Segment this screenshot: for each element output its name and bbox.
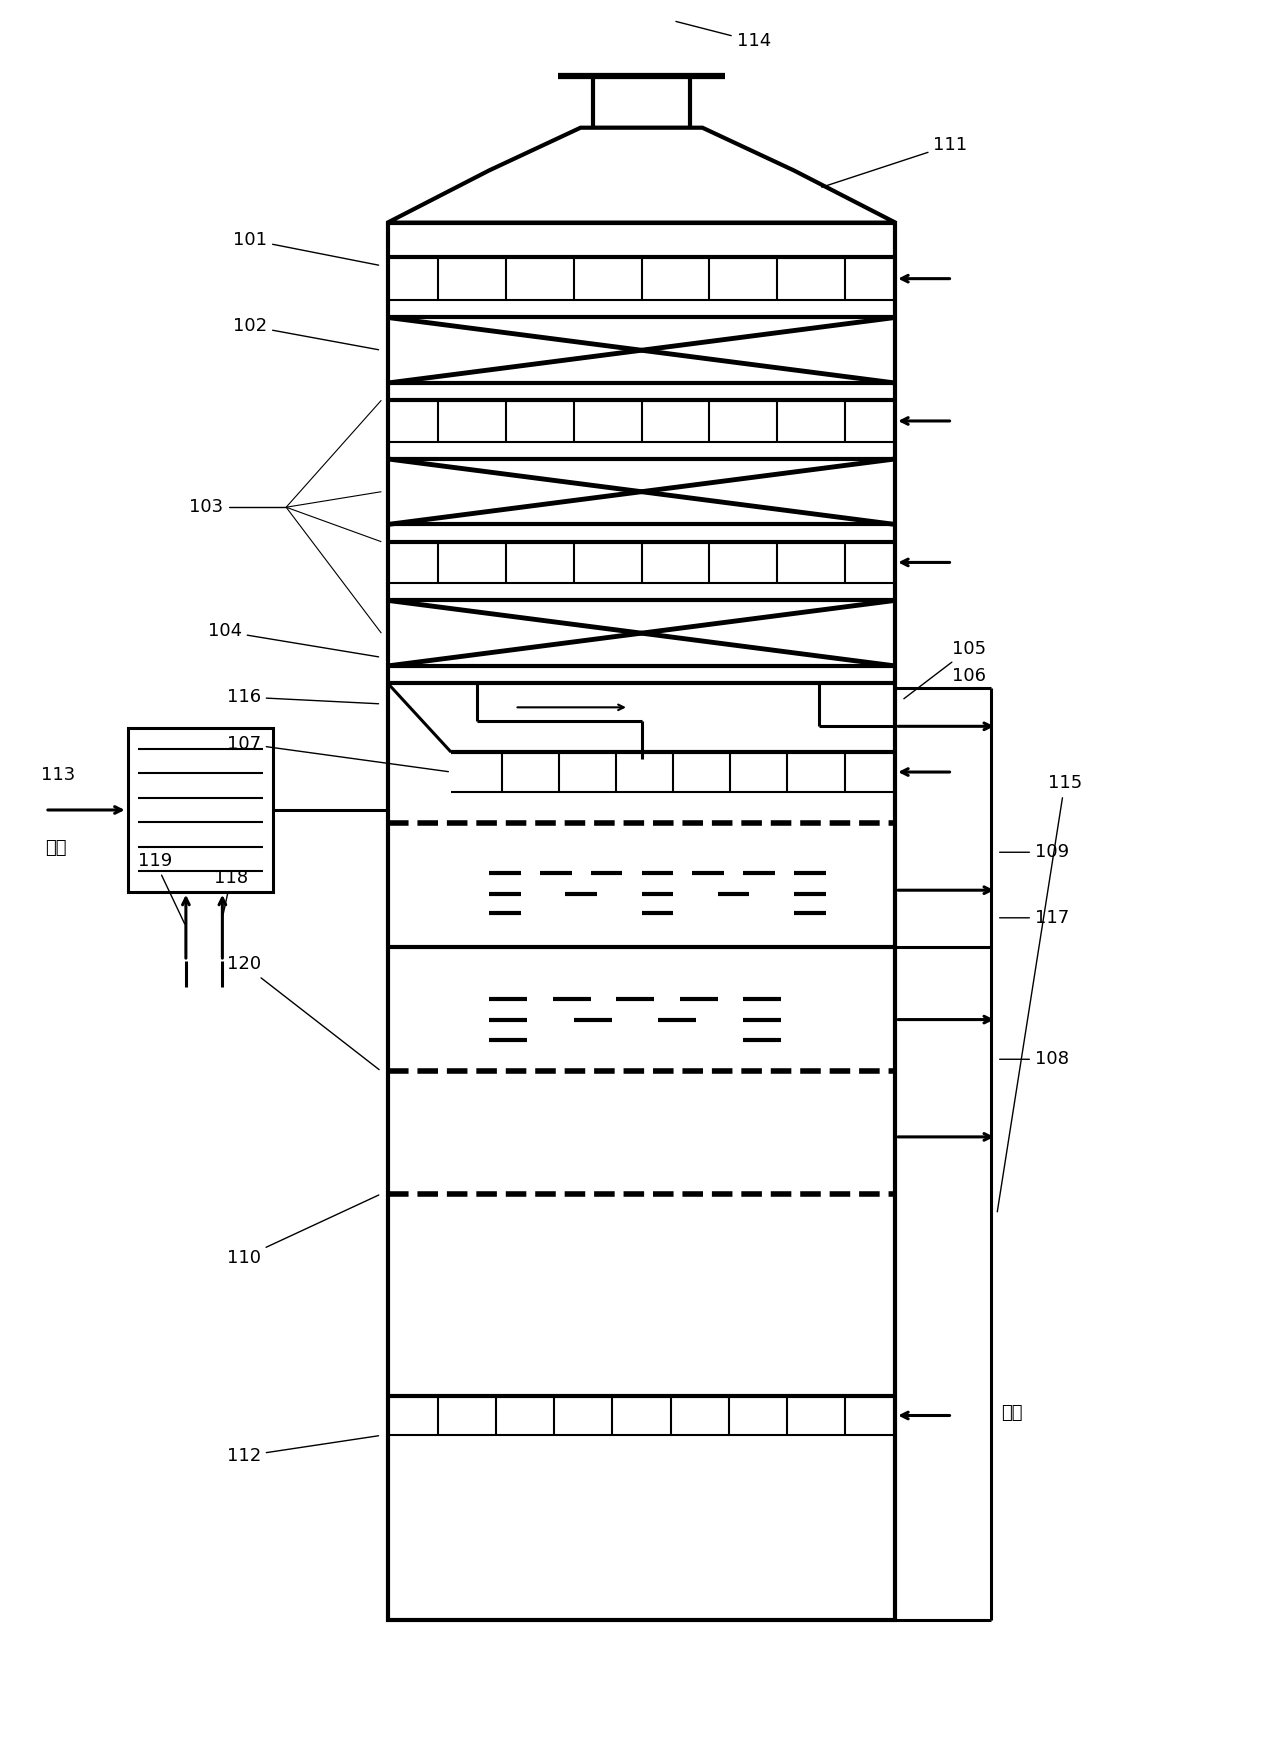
Text: 111: 111 (822, 136, 967, 188)
Text: 106: 106 (952, 668, 987, 685)
Text: 107: 107 (227, 734, 448, 772)
Text: 108: 108 (999, 1050, 1069, 1068)
Text: 115: 115 (997, 774, 1082, 1212)
Text: 114: 114 (676, 21, 771, 50)
Polygon shape (387, 127, 896, 223)
Text: 112: 112 (227, 1436, 378, 1464)
Text: 空气: 空气 (1001, 1403, 1023, 1423)
Text: 105: 105 (905, 640, 987, 699)
Text: 120: 120 (227, 955, 380, 1069)
Text: 102: 102 (234, 316, 378, 350)
Text: 101: 101 (234, 231, 378, 264)
Text: 118: 118 (214, 870, 248, 915)
Bar (593, 77, 690, 127)
Bar (127, 729, 273, 892)
Text: 104: 104 (208, 623, 378, 657)
Text: 113: 113 (41, 767, 76, 784)
Text: 109: 109 (999, 843, 1069, 861)
Text: 116: 116 (227, 689, 378, 706)
Bar (387, 223, 896, 1621)
Text: 119: 119 (137, 852, 185, 923)
Text: 烟气: 烟气 (45, 838, 67, 857)
Text: 103: 103 (189, 499, 223, 516)
Text: 117: 117 (999, 909, 1069, 927)
Text: 110: 110 (227, 1195, 378, 1266)
